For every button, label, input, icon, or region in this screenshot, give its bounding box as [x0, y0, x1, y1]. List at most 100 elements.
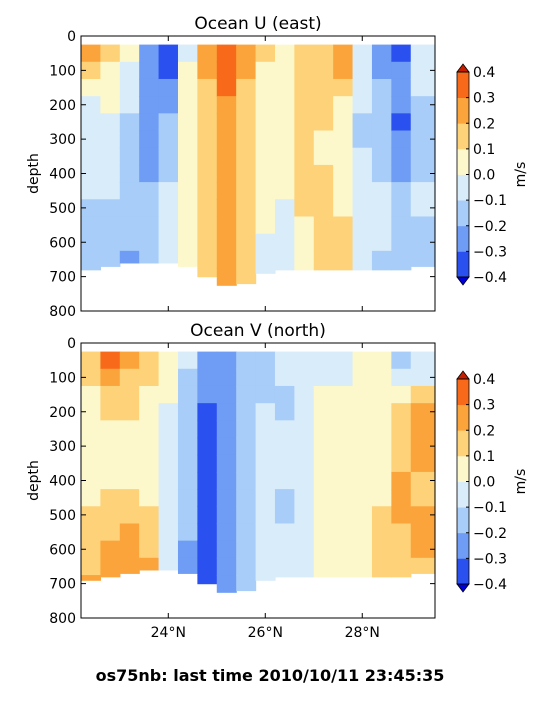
data-cell	[177, 351, 198, 370]
data-cell	[100, 575, 121, 578]
data-cell	[236, 233, 257, 252]
data-cell	[139, 113, 160, 132]
data-cell	[139, 199, 160, 218]
data-cell	[81, 420, 101, 439]
data-cell	[100, 199, 121, 218]
data-cell	[81, 96, 101, 114]
data-cell	[391, 403, 412, 421]
y-tick-label: 700	[49, 270, 76, 286]
data-cell	[371, 216, 392, 235]
data-cell	[158, 147, 179, 166]
data-cell	[81, 61, 101, 80]
data-cell	[313, 61, 334, 80]
colorbar-segment	[457, 379, 469, 406]
data-cell	[371, 268, 392, 271]
data-cell	[294, 471, 315, 490]
data-cell	[81, 575, 101, 581]
data-cell	[197, 368, 218, 387]
data-cell	[371, 403, 392, 421]
data-cell	[371, 78, 392, 97]
data-cell	[410, 96, 435, 114]
data-cell	[313, 368, 334, 387]
data-cell	[274, 130, 295, 149]
data-cell	[371, 130, 392, 149]
data-cell	[158, 216, 179, 235]
colorbar-segment	[457, 148, 469, 175]
data-cell	[352, 44, 373, 63]
data-cell	[371, 44, 392, 63]
data-cell	[100, 471, 121, 490]
data-cell	[216, 471, 237, 490]
data-cell	[313, 506, 334, 525]
data-cell	[119, 368, 140, 387]
data-cell	[274, 437, 295, 456]
data-cell	[216, 113, 237, 132]
data-cell	[274, 164, 295, 183]
data-cell	[274, 489, 295, 507]
data-cell	[197, 130, 218, 149]
data-cell	[158, 368, 179, 387]
colorbar-label: m/s	[513, 162, 529, 188]
data-cell	[313, 489, 334, 507]
data-cell	[391, 454, 412, 473]
data-cell	[236, 420, 257, 439]
data-cell	[177, 489, 198, 507]
data-cell	[410, 233, 435, 252]
data-cell	[255, 506, 276, 525]
data-cell	[100, 147, 121, 166]
data-cell	[216, 420, 237, 439]
data-cell	[410, 147, 435, 166]
colorbar: −0.4 −0.3 −0.2 −0.1 0.0 0.1 0.2 0.3 0.4 m/s	[456, 63, 529, 286]
data-cell	[119, 454, 140, 473]
data-cell	[352, 61, 373, 80]
data-cell	[119, 44, 140, 63]
data-cell	[100, 368, 121, 387]
data-cell	[352, 523, 373, 542]
data-cell	[410, 437, 435, 456]
data-cell	[197, 523, 218, 542]
data-cell	[255, 368, 276, 387]
data-cell	[139, 540, 160, 559]
data-cell	[81, 268, 101, 271]
data-cell	[391, 368, 412, 387]
data-cell	[274, 250, 295, 269]
data-cell	[216, 523, 237, 542]
data-cell	[313, 147, 334, 166]
y-tick-label: 0	[67, 336, 76, 352]
data-cell	[333, 44, 354, 63]
colorbar-tick-label: 0.3	[473, 398, 495, 414]
data-cell	[158, 489, 179, 507]
data-cell	[352, 351, 373, 370]
data-cell	[197, 351, 218, 370]
data-cell	[255, 489, 276, 507]
data-cell	[197, 164, 218, 183]
data-cell	[100, 557, 121, 576]
data-cell	[313, 113, 334, 132]
data-cell	[197, 268, 218, 278]
data-cell	[197, 216, 218, 235]
data-cell	[158, 385, 179, 404]
data-cell	[236, 351, 257, 370]
data-cell	[313, 454, 334, 473]
data-cell	[236, 44, 257, 63]
data-cell	[177, 454, 198, 473]
data-cell	[236, 437, 257, 456]
data-cell	[119, 96, 140, 114]
data-cell	[100, 403, 121, 421]
data-cell	[255, 113, 276, 132]
data-cell	[274, 44, 295, 63]
data-cell	[139, 130, 160, 149]
data-cell	[236, 523, 257, 542]
y-tick-label: 600	[49, 235, 76, 251]
data-cell	[410, 540, 435, 559]
data-cell	[352, 575, 373, 578]
data-cell	[255, 523, 276, 542]
data-cell	[410, 403, 435, 421]
data-cell	[391, 216, 412, 235]
data-cell	[274, 351, 295, 370]
data-cell	[158, 164, 179, 183]
data-cell	[352, 216, 373, 235]
data-cell	[216, 506, 237, 525]
data-cell	[81, 506, 101, 525]
data-cell	[313, 268, 334, 271]
